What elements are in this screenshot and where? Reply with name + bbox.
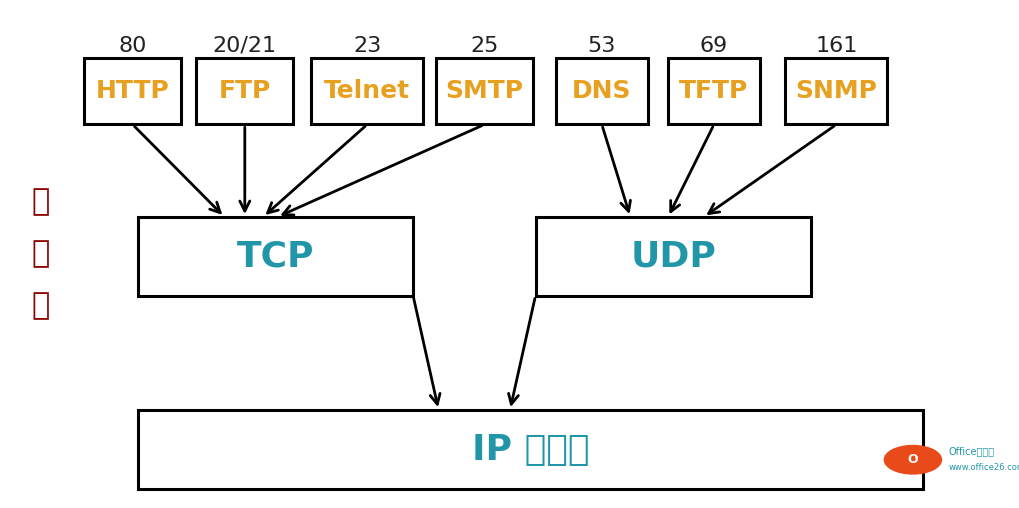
Bar [667,58,759,124]
Text: SNMP: SNMP [795,79,876,104]
Bar [84,58,181,124]
Text: SMTP: SMTP [445,79,523,104]
Text: 80: 80 [118,36,147,56]
Text: 69: 69 [699,36,728,56]
Text: UDP: UDP [630,240,715,273]
Text: 53: 53 [587,36,615,56]
Text: Office教程网: Office教程网 [948,446,994,456]
Text: HTTP: HTTP [96,79,169,104]
Text: TCP: TCP [236,240,314,273]
Bar [311,58,423,124]
Bar [555,58,647,124]
Bar [138,217,413,296]
Text: www.office26.com: www.office26.com [948,463,1019,472]
Text: 套
接
字: 套 接 字 [32,187,50,321]
Text: DNS: DNS [572,79,631,104]
Text: Telnet: Telnet [324,79,410,104]
Text: 23: 23 [353,36,381,56]
Text: FTP: FTP [218,79,271,104]
Bar [785,58,887,124]
Text: 20/21: 20/21 [213,36,276,56]
Bar [138,410,922,489]
Text: IP 数据包: IP 数据包 [471,433,589,466]
Bar [436,58,533,124]
Text: 25: 25 [470,36,498,56]
Text: 161: 161 [814,36,857,56]
Text: TFTP: TFTP [679,79,748,104]
Bar [197,58,293,124]
Bar [535,217,810,296]
Circle shape [883,446,941,474]
Text: O: O [907,453,917,466]
